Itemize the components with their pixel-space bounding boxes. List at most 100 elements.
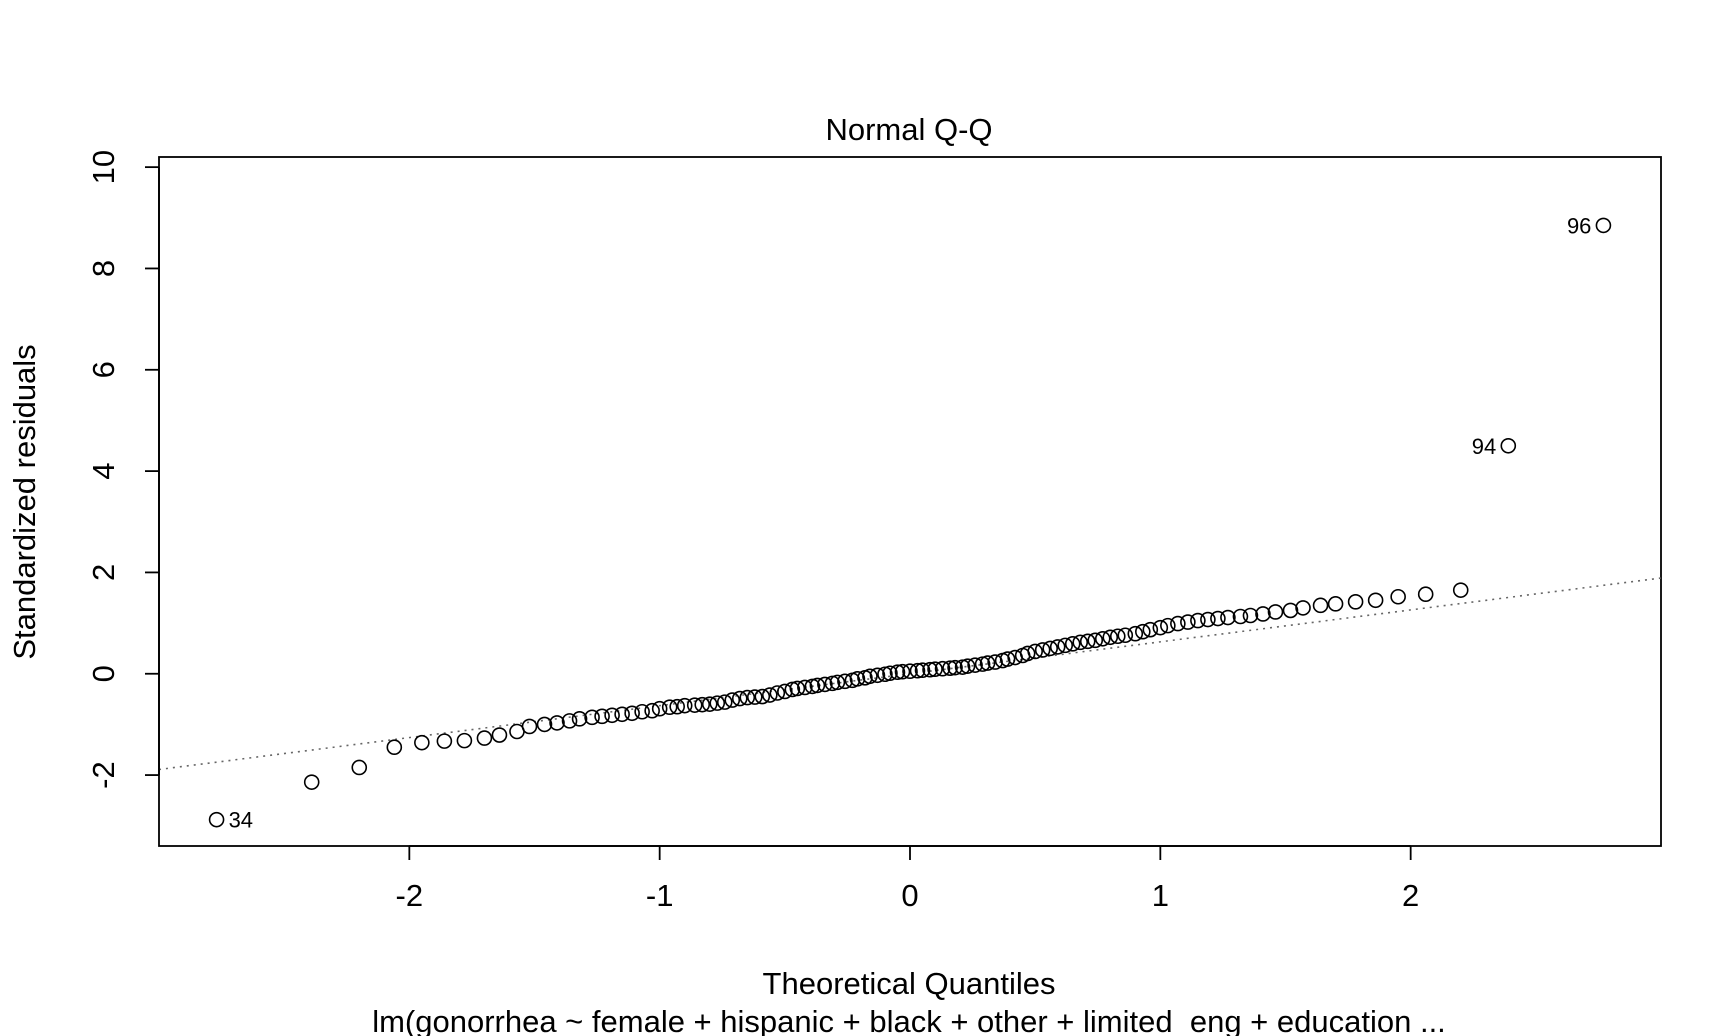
data-point — [624, 705, 640, 722]
data-point — [669, 698, 685, 715]
data-point — [889, 664, 906, 681]
data-point — [634, 703, 650, 720]
data-point — [959, 658, 976, 674]
x-axis: -2 -1 0 1 2 — [396, 845, 1419, 913]
x-tick-label: 2 — [1402, 878, 1419, 913]
data-point — [1127, 625, 1144, 642]
data-point — [954, 659, 971, 675]
data-point — [594, 708, 610, 725]
data-point — [1087, 632, 1104, 649]
data-point — [709, 695, 726, 711]
data-point — [1327, 596, 1344, 612]
point-labels-layer: 34 94 96 — [229, 213, 1592, 832]
data-point — [651, 700, 668, 717]
y-tick-label: 2 — [86, 564, 121, 581]
data-point — [1220, 609, 1236, 626]
data-point — [754, 688, 771, 705]
data-point — [1034, 642, 1051, 658]
data-point — [724, 692, 741, 708]
data-point — [894, 663, 911, 680]
data-point — [1500, 437, 1517, 454]
data-point — [1042, 640, 1058, 657]
data-point — [804, 678, 821, 695]
data-point — [1057, 637, 1074, 654]
data-point — [882, 665, 898, 682]
data-point — [1267, 604, 1284, 620]
data-point — [614, 706, 630, 723]
data-point — [1094, 630, 1111, 647]
x-tick-label: -1 — [646, 878, 674, 913]
data-point — [584, 709, 600, 726]
data-point — [1200, 611, 1216, 628]
points-layer — [208, 217, 1612, 828]
data-point — [644, 702, 660, 719]
data-point — [1210, 610, 1226, 627]
data-point — [1160, 617, 1176, 634]
data-point — [999, 651, 1016, 667]
data-point — [974, 656, 991, 672]
data-point — [208, 811, 225, 828]
data-point — [934, 660, 951, 677]
data-point — [789, 680, 806, 697]
x-tick-label: -2 — [396, 878, 424, 913]
data-point — [701, 696, 718, 712]
x-tick-label: 1 — [1152, 878, 1169, 913]
data-point — [1295, 600, 1311, 616]
data-point — [979, 655, 996, 671]
data-point — [1049, 639, 1066, 655]
y-tick-label: 10 — [86, 150, 121, 184]
data-point — [414, 734, 430, 751]
data-point — [694, 696, 711, 713]
data-point — [1019, 645, 1036, 662]
data-point — [967, 657, 983, 673]
data-point — [1135, 623, 1151, 640]
data-point — [1190, 612, 1206, 629]
data-point — [746, 689, 763, 705]
data-point — [491, 727, 508, 743]
y-tick-label: 8 — [86, 260, 121, 277]
data-point — [784, 681, 801, 698]
y-tick-label: 6 — [86, 361, 121, 378]
data-point — [829, 674, 846, 691]
data-point — [1417, 586, 1434, 603]
data-point — [661, 699, 678, 715]
data-point — [869, 667, 886, 684]
x-tick-label: 0 — [901, 878, 918, 913]
data-point — [1117, 627, 1134, 644]
data-point — [1232, 608, 1249, 625]
data-point — [604, 707, 620, 724]
data-point — [1452, 582, 1469, 598]
data-point — [303, 774, 320, 790]
data-point — [571, 711, 588, 727]
data-point — [1102, 629, 1119, 646]
data-point — [1390, 588, 1406, 605]
data-point — [386, 739, 403, 756]
data-point — [1347, 594, 1364, 610]
data-point — [909, 662, 926, 679]
point-label: 94 — [1472, 434, 1496, 459]
data-point — [561, 713, 578, 729]
data-point — [902, 663, 918, 680]
data-point — [769, 685, 786, 701]
plot-frame — [158, 156, 1662, 847]
data-point — [817, 676, 833, 693]
data-point — [1255, 606, 1271, 622]
data-point — [849, 671, 866, 687]
data-point — [809, 677, 826, 694]
y-tick-label: 0 — [86, 665, 121, 682]
data-point — [476, 730, 493, 746]
data-point — [762, 687, 778, 703]
data-point — [1242, 607, 1259, 624]
data-point — [1180, 614, 1196, 630]
data-point — [731, 690, 748, 707]
data-point — [922, 661, 938, 678]
data-point — [536, 716, 553, 733]
data-point — [1312, 597, 1329, 614]
data-point — [862, 668, 878, 685]
data-point — [521, 718, 538, 735]
data-point — [549, 715, 565, 731]
data-point — [1170, 615, 1186, 632]
data-point — [947, 659, 963, 676]
data-point — [927, 661, 943, 677]
